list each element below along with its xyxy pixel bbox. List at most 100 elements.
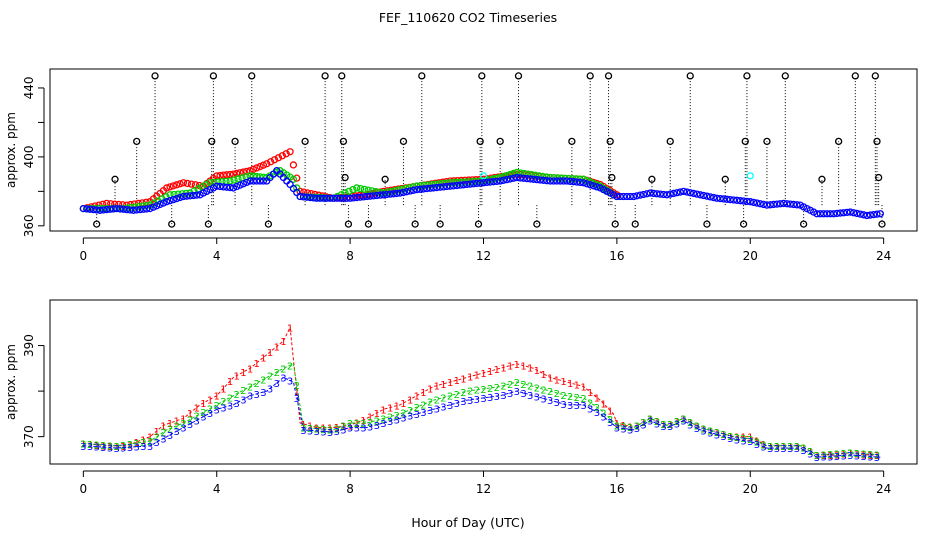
- series-blue-point: [493, 177, 501, 186]
- series-blue-point: [243, 178, 251, 187]
- bottom-x-tick-label: 4: [213, 482, 221, 496]
- spike-point: [604, 72, 613, 80]
- top-x-tick-label: 20: [743, 249, 758, 263]
- bottom-y-axis: 370 390: [22, 334, 45, 448]
- top-y-axis: 360 400 440: [22, 77, 45, 237]
- series-1-marker: 1: [347, 421, 353, 432]
- series-blue-point: [813, 210, 821, 218]
- series-blue-point: [689, 189, 698, 198]
- series-blue-point: [409, 186, 418, 194]
- spike-point: [666, 137, 674, 146]
- series-blue-point: [526, 175, 534, 183]
- series-2-marker: 2: [407, 406, 413, 417]
- series-blue-point: [336, 194, 344, 202]
- series-1-marker: 1: [587, 388, 593, 399]
- series-1-marker: 1: [140, 435, 146, 446]
- series-3-marker: 3: [660, 422, 666, 433]
- series-2-marker: 2: [287, 361, 293, 372]
- series-blue-point: [456, 181, 464, 189]
- series-3-marker: 3: [860, 452, 866, 463]
- series-2-marker: 2: [227, 393, 233, 404]
- bottom-plot-frame: [49, 299, 918, 465]
- series-blue-point: [656, 190, 664, 198]
- series-1-marker: 1: [274, 342, 280, 353]
- series-3-marker: 3: [160, 434, 166, 445]
- series-blue-point: [189, 191, 198, 200]
- series-1-marker: 1: [800, 444, 806, 455]
- series-blue-point: [829, 210, 838, 218]
- series-blue-point: [239, 180, 248, 188]
- series-2-marker: 2: [180, 419, 186, 430]
- series-blue-point: [693, 190, 701, 198]
- series-2-marker: 2: [720, 430, 726, 441]
- series-blue-point: [379, 191, 388, 199]
- series-2-marker: 2: [487, 384, 493, 395]
- series-1-marker: 1: [267, 348, 273, 359]
- series-3-marker: 3: [680, 417, 686, 428]
- series-2-marker: 2: [574, 393, 580, 404]
- series-3-marker: 3: [607, 418, 613, 429]
- series-blue-point: [783, 200, 791, 208]
- series-blue-point: [523, 174, 531, 183]
- series-blue-point: [453, 181, 461, 190]
- series-2-marker: 2: [640, 418, 646, 429]
- series-2-marker: 2: [207, 404, 213, 415]
- series-2-marker: 2: [547, 387, 553, 398]
- series-blue-point: [186, 192, 194, 200]
- series-blue-point: [696, 191, 704, 199]
- spike-point: [818, 175, 826, 183]
- series-blue-point: [593, 183, 601, 191]
- series-3-marker: 3: [187, 420, 193, 431]
- series-blue-point: [383, 190, 391, 199]
- series-2-marker: 2: [374, 416, 380, 427]
- series-1-marker: 1: [500, 363, 506, 374]
- spike-point: [721, 175, 729, 183]
- series-blue-point: [393, 189, 401, 198]
- series-blue-point: [173, 194, 181, 203]
- series-2-line: [83, 363, 881, 456]
- series-blue-point: [516, 174, 524, 182]
- series-1-marker: 1: [680, 414, 686, 425]
- series-red-point: [246, 167, 254, 175]
- series-blue-point: [506, 175, 514, 183]
- series-blue-point: [833, 209, 841, 218]
- series-2-marker: 2: [240, 386, 246, 397]
- series-3-marker: 3: [93, 443, 99, 454]
- series-3-marker: 3: [654, 419, 660, 430]
- spike-point: [338, 72, 346, 80]
- series-blue-point: [873, 210, 881, 218]
- series-2-marker: 2: [687, 418, 693, 429]
- spike-point: [586, 72, 594, 80]
- top-series-layer: [79, 148, 884, 220]
- series-3-marker: 3: [220, 404, 226, 415]
- series-blue-point: [853, 209, 861, 218]
- series-green-point: [234, 175, 242, 183]
- series-green-point: [293, 184, 301, 192]
- spike-point: [264, 220, 273, 228]
- series-1-marker: 1: [154, 427, 160, 438]
- series-red-point: [263, 160, 271, 168]
- top-x-tick-label: 8: [346, 249, 354, 263]
- series-3-marker: 3: [834, 452, 840, 463]
- series-blue-point: [863, 211, 871, 220]
- series-2-marker: 2: [754, 438, 760, 449]
- series-blue-point: [633, 192, 641, 200]
- series-3-marker: 3: [167, 431, 173, 442]
- series-2-marker: 2: [147, 437, 153, 448]
- series-blue-point: [139, 205, 148, 213]
- spike-point: [478, 72, 486, 80]
- series-3-marker: 3: [774, 444, 780, 455]
- top-x-tick-label: 4: [213, 249, 221, 263]
- series-blue-point: [389, 190, 398, 198]
- series-2-marker: 2: [100, 441, 106, 452]
- series-blue-point: [713, 194, 721, 202]
- series-1-marker: 1: [527, 363, 533, 374]
- series-red-point: [173, 181, 181, 189]
- series-blue-point: [79, 204, 87, 213]
- series-blue-point: [739, 197, 748, 205]
- series-blue-point: [729, 196, 738, 204]
- series-red-point: [282, 150, 290, 158]
- series-blue-point: [143, 205, 151, 213]
- series-2-marker: 2: [534, 383, 540, 394]
